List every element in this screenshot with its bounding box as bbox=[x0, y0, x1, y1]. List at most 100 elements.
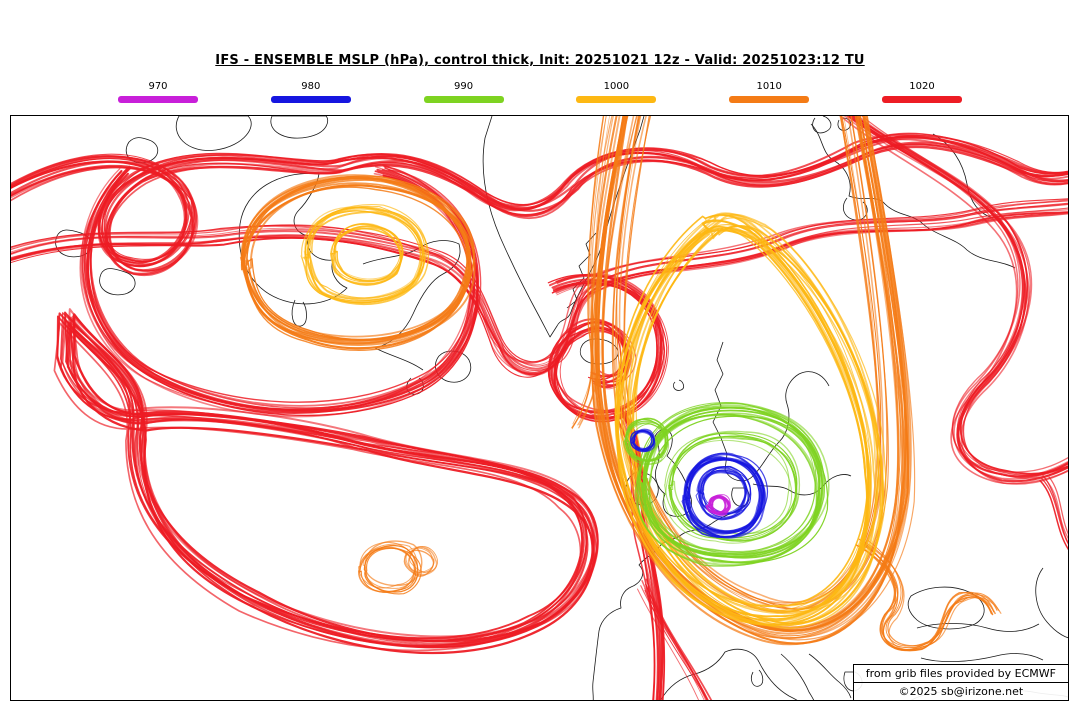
contour-member-990 bbox=[668, 435, 797, 542]
contour-bundle-1010 bbox=[403, 546, 438, 577]
contour-member-1000 bbox=[333, 223, 404, 282]
coast-svalbard-2 bbox=[837, 117, 851, 131]
contour-bundle-980 bbox=[681, 452, 768, 539]
coast-svalbard-1 bbox=[812, 116, 832, 134]
contour-member-1000 bbox=[620, 214, 880, 615]
contour-bundle-1020 bbox=[79, 164, 482, 418]
contour-member-1000 bbox=[330, 226, 402, 285]
chart-title: IFS - ENSEMBLE MSLP (hPa), control thick… bbox=[215, 53, 865, 68]
legend-swatch-990 bbox=[423, 96, 504, 103]
contour-member-1010 bbox=[404, 547, 435, 573]
contour-member-1000 bbox=[304, 207, 426, 299]
contour-member-1000 bbox=[330, 223, 401, 283]
contour-bundle-1010 bbox=[571, 116, 614, 430]
contour-member-980 bbox=[686, 453, 768, 532]
contour-layer bbox=[11, 116, 1068, 700]
coast-arctic-russia bbox=[810, 123, 1016, 269]
contour-member-1010 bbox=[358, 542, 416, 589]
contour-member-990 bbox=[636, 414, 818, 567]
contour-member-1010 bbox=[571, 116, 607, 430]
contour-member-1000 bbox=[301, 208, 421, 304]
contour-bundle-990 bbox=[662, 430, 801, 544]
contour-member-1020 bbox=[61, 320, 587, 647]
contour-member-1010 bbox=[405, 547, 434, 574]
legend-swatch-1020 bbox=[881, 96, 962, 103]
coast-balkans bbox=[808, 653, 852, 699]
contour-member-1020 bbox=[11, 135, 1068, 268]
coast-baltic bbox=[752, 474, 852, 496]
legend-item-1000: 1000 bbox=[576, 81, 657, 103]
contour-member-970 bbox=[705, 495, 727, 515]
contour-member-1020 bbox=[852, 116, 1068, 485]
contour-member-1010 bbox=[858, 538, 991, 649]
contour-member-1020 bbox=[854, 116, 1068, 476]
coast-turkey-south bbox=[920, 653, 1044, 663]
contour-member-1010 bbox=[247, 184, 476, 346]
coast-black-sea bbox=[907, 586, 985, 630]
attribution-source: from grib files provided by ECMWF bbox=[865, 667, 1056, 680]
contour-bundle-990 bbox=[622, 417, 669, 465]
contour-member-1020 bbox=[11, 200, 1068, 363]
coast-st-lawrence bbox=[374, 347, 424, 371]
legend-item-1010: 1010 bbox=[729, 81, 810, 103]
coast-labrador bbox=[362, 240, 461, 349]
contour-member-1020 bbox=[1048, 476, 1068, 535]
contour-member-1020 bbox=[66, 321, 595, 649]
legend-label-990: 990 bbox=[454, 81, 474, 92]
contour-bundle-1020 bbox=[53, 308, 599, 655]
contour-member-1020 bbox=[846, 116, 1068, 483]
contour-member-980 bbox=[700, 470, 750, 520]
coast-caspian bbox=[1035, 567, 1068, 639]
contour-member-1020 bbox=[11, 212, 1068, 377]
contour-member-1020 bbox=[11, 198, 1068, 364]
contour-member-1020 bbox=[11, 141, 1068, 272]
contour-member-1010 bbox=[403, 549, 435, 577]
contour-bundle-990 bbox=[634, 401, 830, 567]
contour-member-1010 bbox=[241, 177, 471, 341]
contour-bundle-1000 bbox=[614, 212, 887, 630]
legend-swatch-980 bbox=[270, 96, 351, 103]
contour-member-1020 bbox=[11, 202, 1068, 367]
contour-member-1020 bbox=[1041, 477, 1068, 545]
legend-swatch-1000 bbox=[576, 96, 657, 103]
contour-member-1010 bbox=[618, 116, 884, 604]
contour-member-1010 bbox=[614, 116, 879, 609]
contour-bundle-1020 bbox=[11, 198, 1068, 378]
contour-member-1010 bbox=[572, 116, 607, 425]
contour-member-1020 bbox=[645, 578, 713, 700]
contour-member-990 bbox=[662, 439, 793, 544]
contour-bundle-980 bbox=[630, 428, 656, 453]
contour-bundle-1020 bbox=[637, 578, 713, 700]
contour-member-1010 bbox=[578, 116, 610, 426]
map-panel: from grib files provided by ECMWF ©2025 … bbox=[10, 115, 1069, 701]
contour-member-1010 bbox=[407, 546, 438, 576]
contour-member-980 bbox=[631, 429, 655, 452]
contour-bundle-1020 bbox=[839, 116, 1068, 485]
coast-turkey-north bbox=[916, 623, 1040, 632]
coast-baffin-1 bbox=[175, 116, 252, 151]
legend-label-980: 980 bbox=[301, 81, 321, 92]
contour-member-1010 bbox=[362, 543, 418, 589]
contour-bundle-1020 bbox=[1039, 473, 1068, 550]
contour-bundle-980 bbox=[695, 466, 752, 521]
attribution-box: from grib files provided by ECMWF ©2025 … bbox=[852, 664, 1068, 700]
contour-member-1000 bbox=[617, 225, 868, 620]
contour-member-980 bbox=[630, 430, 653, 451]
coast-adriatic bbox=[780, 653, 815, 700]
coast-greenland bbox=[482, 116, 645, 338]
legend-label-1010: 1010 bbox=[756, 81, 782, 92]
contour-member-1000 bbox=[635, 217, 887, 613]
contour-bundle-1010 bbox=[611, 116, 889, 613]
contour-member-1010 bbox=[364, 540, 423, 587]
contour-member-1020 bbox=[11, 202, 1068, 370]
contour-member-1020 bbox=[1044, 477, 1068, 543]
contour-member-1020 bbox=[11, 212, 1068, 378]
contour-member-980 bbox=[686, 454, 766, 532]
legend-item-1020: 1020 bbox=[881, 81, 962, 103]
contour-member-1020 bbox=[73, 313, 599, 643]
contour-member-1000 bbox=[616, 229, 869, 626]
coast-faroe bbox=[673, 379, 685, 391]
contour-member-1020 bbox=[11, 207, 1068, 372]
coast-greenland-fjords bbox=[566, 232, 597, 309]
